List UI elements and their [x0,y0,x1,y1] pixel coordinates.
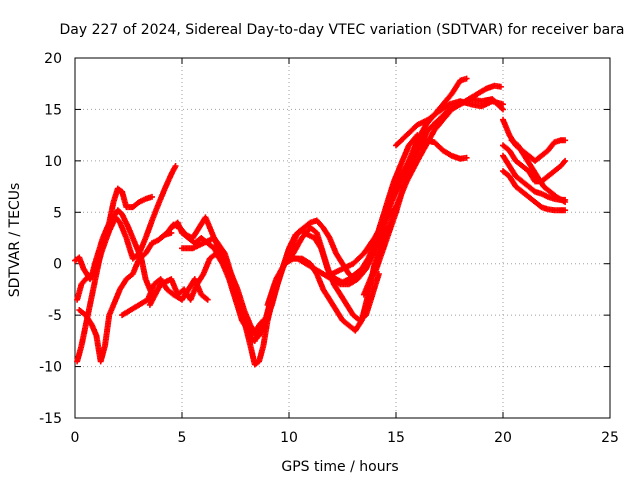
series-7 [157,214,271,339]
plot-border [74,57,611,419]
x-tick-label: 0 [71,430,80,446]
data-point [562,207,569,214]
series-9 [179,235,277,368]
x-axis-label: GPS time / hours [281,459,398,475]
data-marks [72,75,569,368]
data-point [562,137,569,144]
series-24 [508,137,569,205]
data-point [562,157,569,164]
data-point [500,106,506,113]
y-axis-label: SDTVAR / TECUs [7,183,23,298]
data-point [172,163,179,169]
chart-title: Day 227 of 2024, Sidereal Day-to-day VTE… [59,22,624,38]
series-19 [393,98,506,149]
series-23 [500,168,569,214]
data-point [500,101,506,108]
series-21 [500,142,569,185]
series-3 [74,185,155,365]
series-18 [382,137,470,216]
y-tick-label: -10 [39,360,62,376]
data-point [562,199,569,205]
y-tick-label: 15 [44,102,62,118]
data-point [497,83,504,90]
x-tick-label: 20 [494,430,512,446]
x-tick-label: 10 [280,430,298,446]
x-tick-label: 25 [601,430,619,446]
data-point [463,75,470,82]
series-17 [371,96,506,277]
ticks: 0 5 10 15 20 25 20 15 10 5 0 -5 -10 -15 [39,51,619,446]
y-tick-label: 5 [53,205,62,221]
x-tick-label: 15 [387,430,405,446]
data-point [204,296,211,303]
data-point [149,193,155,200]
y-tick-label: 10 [44,154,62,170]
grid [75,58,610,418]
data-point [463,154,470,161]
y-tick-label: 20 [44,51,62,67]
y-tick-label: -5 [48,308,62,324]
x-tick-label: 5 [178,430,187,446]
y-tick-label: 0 [53,257,62,273]
y-tick-label: -15 [39,411,62,427]
